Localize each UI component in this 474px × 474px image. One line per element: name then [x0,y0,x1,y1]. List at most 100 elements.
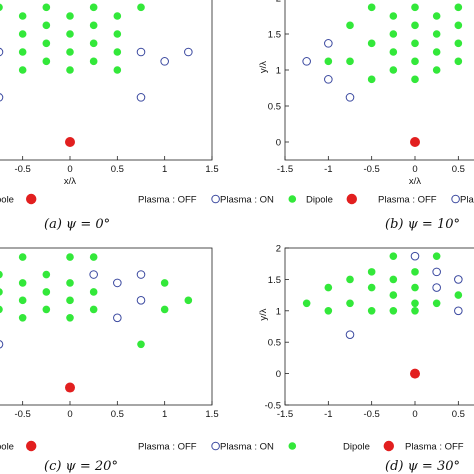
legend-label: Dipole [343,442,370,453]
plasma-on-point [66,48,74,56]
plasma-on-point [411,39,419,48]
plasma-on-point [454,57,463,66]
plasma-on-point [389,66,398,74]
plasma-on-point [389,30,398,38]
x-tick-label: 0.5 [452,409,465,420]
plasma-on-point [113,66,122,74]
plasma-on-point [89,21,98,30]
plasma-on-point [432,66,441,74]
plasma-on-point [66,30,74,38]
plasma-on-point [367,268,376,276]
x-tick-label: 0 [412,164,417,175]
plasma-on-point [184,296,193,305]
plasma-off-point [324,75,333,84]
y-axis-label: y/λ [258,61,269,73]
plasma-on-point [89,3,98,12]
legend-label: Plasma : ON [460,195,474,206]
plasma-on-point [411,283,419,292]
data-points [302,251,463,379]
plasma-on-point [389,12,398,20]
plasma-off-point [0,47,4,57]
x-tick-label: -0.5 [363,164,379,175]
legend: pole Plasma : OFF Plasma : ON [0,193,297,206]
plasma-on-point [89,288,98,296]
plasma-on-point [324,283,333,292]
plasma-on-point [89,39,98,48]
x-tick-label: 0 [412,409,417,420]
plasma-on-point [89,57,98,66]
plasma-on-point [18,313,27,322]
legend-label: pole [0,442,14,453]
x-tick-label: 1 [162,164,167,175]
plasma-off-point [136,47,146,57]
legend: pole Plasma : OFF Plasma : ON [0,440,297,453]
legend-marker-on [288,442,297,450]
plasma-on-point [42,3,51,12]
plasma-on-point [411,75,419,84]
plasma-off-point [0,93,4,102]
plasma-on-point [411,307,419,315]
plasma-on-point [411,21,419,30]
plasma-on-point [454,3,463,12]
dipole-point [410,137,420,147]
x-tick-label: 0 [67,164,72,175]
plasma-on-point [367,39,376,48]
plasma-on-point [324,307,333,315]
legend-marker-off [451,194,460,204]
plasma-on-point [113,12,122,20]
plasma-on-point [89,305,98,314]
data-points [0,3,193,147]
x-axis-label: x/λ [409,176,421,187]
plasma-on-point [454,39,463,48]
panel-caption: (a) ψ = 0° [44,217,110,232]
y-tick-label: 0.5 [268,102,281,113]
plasma-off-point [324,39,333,48]
legend-label: Plasma : OFF [405,442,464,453]
plasma-on-point [389,252,398,260]
plasma-on-point [18,30,27,38]
x-tick-label: 0.5 [452,164,465,175]
plasma-off-point [302,57,311,66]
x-tick-label: 1 [162,409,167,420]
plasma-on-point [389,48,398,56]
plasma-on-point [0,288,3,296]
x-tick-label: -1.5 [277,409,293,420]
plasma-on-point [346,299,354,308]
y-tick-label: 2 [276,244,281,255]
x-tick-label: 1.5 [205,164,218,175]
plasma-off-point [454,306,463,316]
plasma-on-point [454,21,463,30]
plasma-on-point [42,57,51,66]
legend-marker-dipole [383,440,394,452]
plasma-on-point [160,305,169,314]
plasma-off-point [89,270,98,279]
legend-label: Dipole [306,195,333,206]
x-tick-label: -0.5 [363,409,379,420]
legend: Dipole Plasma : OFF Plasma : ON [306,193,474,206]
legend-label: Plasma : ON [220,195,274,206]
plasma-on-point [411,268,419,276]
plasma-on-point [42,39,51,48]
panel-caption: (c) ψ = 20° [44,459,118,474]
plasma-off-point [454,275,463,284]
legend-label: Plasma : OFF [138,442,197,453]
legend-marker-on [288,195,297,203]
legend: Dipole Plasma : OFF [343,440,464,453]
legend-marker-dipole [26,440,37,452]
plasma-on-point [432,299,441,308]
x-tick-label: -0.5 [14,409,30,420]
plasma-on-point [66,12,74,20]
plasma-on-point [0,305,3,314]
x-tick-label: -1 [324,409,332,420]
plasma-on-point [18,253,27,261]
plasma-on-point [0,3,3,12]
x-tick-label: 0 [67,409,72,420]
y-tick-label: 1 [276,66,281,77]
plasma-off-point [136,93,146,102]
plot-frame [0,0,213,161]
plasma-on-point [389,307,398,315]
plasma-off-point [345,330,355,339]
plasma-on-point [324,57,333,66]
plasma-on-point [454,291,463,299]
